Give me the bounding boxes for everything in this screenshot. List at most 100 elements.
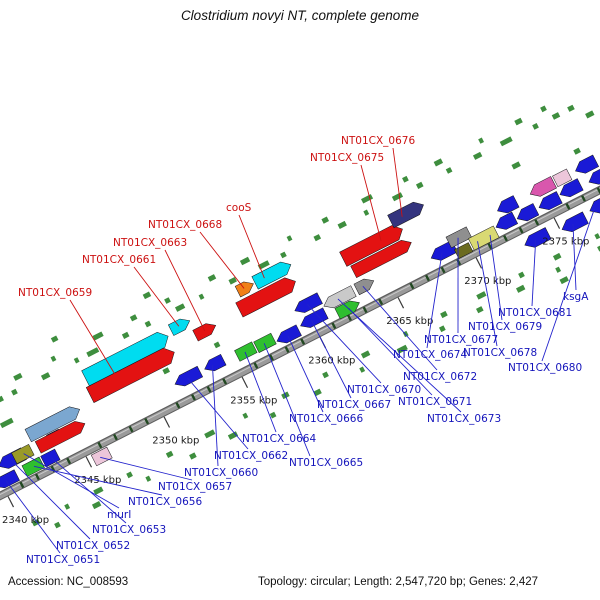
- gene-arrow[interactable]: [235, 274, 299, 318]
- gene-arrow[interactable]: [192, 320, 219, 342]
- gene-label[interactable]: NT01CX_0652: [56, 540, 130, 552]
- gene-arrow[interactable]: [0, 469, 20, 492]
- orf-mark: [551, 112, 561, 120]
- gene-label[interactable]: NT01CX_0675: [310, 152, 384, 164]
- gene-arrow[interactable]: [334, 297, 362, 320]
- label-leader-line: [212, 365, 219, 467]
- gene-label[interactable]: NT01CX_0663: [113, 237, 187, 249]
- orf-mark: [440, 310, 448, 319]
- major-tick: [85, 456, 93, 468]
- gene-arrow[interactable]: [292, 292, 323, 316]
- gene-label[interactable]: NT01CX_0666: [289, 413, 363, 425]
- gene-arrow[interactable]: [234, 341, 258, 362]
- gene-arrow[interactable]: [321, 285, 357, 312]
- backbone-highlight: [0, 153, 600, 514]
- gene-arrow[interactable]: [34, 418, 88, 454]
- gene-label[interactable]: NT01CX_0664: [242, 433, 316, 445]
- gene-arrow[interactable]: [234, 278, 256, 298]
- orf-mark: [511, 161, 521, 170]
- gene-label[interactable]: NT01CX_0673: [427, 413, 501, 425]
- gene-label[interactable]: NT01CX_0661: [82, 254, 156, 266]
- gene-label[interactable]: NT01CX_0679: [468, 321, 542, 333]
- gene-label[interactable]: NT01CX_0667: [317, 399, 391, 411]
- gene-label[interactable]: NT01CX_0657: [158, 481, 232, 493]
- orf-mark: [555, 266, 562, 273]
- gene-arrow[interactable]: [253, 332, 277, 353]
- minor-tick: [97, 441, 103, 449]
- gene-arrow[interactable]: [586, 167, 600, 188]
- gene-arrow[interactable]: [353, 275, 377, 296]
- gene-arrow[interactable]: [90, 446, 113, 467]
- label-leader-line: [244, 351, 277, 433]
- gene-label[interactable]: ksgA: [563, 291, 589, 303]
- label-leader-line: [426, 252, 443, 349]
- gene-label[interactable]: NT01CX_0677: [424, 334, 498, 346]
- gene-arrow[interactable]: [527, 176, 557, 200]
- gene-arrow[interactable]: [85, 345, 178, 403]
- gene-arrow[interactable]: [387, 199, 427, 229]
- gene-label[interactable]: NT01CX_0651: [26, 554, 100, 566]
- gene-arrow[interactable]: [202, 353, 227, 374]
- gene-label[interactable]: NT01CX_0668: [148, 219, 222, 231]
- minor-tick: [378, 298, 384, 306]
- gene-label[interactable]: NT01CX_0656: [128, 496, 202, 508]
- gene-arrow[interactable]: [494, 195, 520, 217]
- label-leader-line: [164, 249, 206, 332]
- gene-arrow[interactable]: [559, 211, 589, 236]
- gene-arrow[interactable]: [557, 178, 584, 201]
- gene-arrow[interactable]: [167, 315, 192, 336]
- major-tick: [7, 496, 15, 508]
- gene-label[interactable]: NT01CX_0660: [184, 467, 258, 479]
- orf-mark: [433, 158, 444, 167]
- label-leader-line: [238, 214, 265, 279]
- gene-arrow[interactable]: [11, 443, 35, 465]
- gene-label[interactable]: NT01CX_0662: [214, 450, 288, 462]
- orf-mark: [478, 137, 485, 144]
- gene-label[interactable]: NT01CX_0665: [289, 457, 363, 469]
- gene-arrow[interactable]: [339, 222, 407, 267]
- gene-label[interactable]: NT01CX_0678: [463, 347, 537, 359]
- status-bar: Accession: NC_008593 Topology: circular;…: [0, 572, 600, 600]
- gene-arrow[interactable]: [298, 307, 329, 331]
- gene-arrow[interactable]: [522, 227, 552, 251]
- gene-label[interactable]: NT01CX_0681: [498, 307, 572, 319]
- gene-label[interactable]: cooS: [226, 202, 252, 214]
- label-leader-line: [69, 299, 115, 374]
- orf-mark: [360, 350, 371, 359]
- orf-mark: [391, 192, 404, 202]
- orf-mark: [64, 503, 71, 510]
- gene-arrow[interactable]: [493, 211, 519, 233]
- gene-label[interactable]: murI: [107, 509, 131, 521]
- orf-mark: [573, 147, 581, 155]
- map-title: Clostridium novyi NT, complete genome: [180, 8, 420, 23]
- orf-mark: [145, 475, 152, 482]
- orf-mark: [476, 306, 484, 314]
- gene-arrow[interactable]: [514, 203, 540, 224]
- label-leader-line: [362, 285, 438, 371]
- gene-label[interactable]: NT01CX_0672: [403, 371, 477, 383]
- gene-label[interactable]: NT01CX_0659: [18, 287, 92, 299]
- gene-arrow[interactable]: [350, 237, 415, 279]
- orf-mark: [396, 344, 408, 354]
- gene-arrow[interactable]: [536, 191, 563, 214]
- gene-arrow[interactable]: [40, 448, 61, 468]
- gene-arrow[interactable]: [454, 242, 474, 259]
- gene-arrow[interactable]: [251, 258, 294, 290]
- gene-label[interactable]: NT01CX_0680: [508, 362, 582, 374]
- label-leader-line: [489, 234, 503, 321]
- gene-arrow[interactable]: [587, 193, 600, 217]
- gene-label[interactable]: NT01CX_0670: [347, 384, 421, 396]
- gene-label[interactable]: NT01CX_0671: [398, 396, 472, 408]
- minor-tick: [222, 378, 228, 385]
- gene-label[interactable]: NT01CX_0676: [341, 135, 415, 147]
- gene-arrow[interactable]: [172, 365, 204, 389]
- gene-arrow[interactable]: [81, 329, 172, 387]
- gene-label[interactable]: NT01CX_0653: [92, 524, 166, 536]
- gene-label[interactable]: NT01CX_0674: [393, 349, 467, 361]
- gene-arrow[interactable]: [468, 225, 500, 251]
- gene-arrow[interactable]: [552, 168, 573, 188]
- gene-arrow[interactable]: [274, 324, 302, 347]
- gene-arrow[interactable]: [573, 154, 600, 177]
- gene-arrow[interactable]: [24, 403, 83, 443]
- label-leader-line: [10, 459, 91, 540]
